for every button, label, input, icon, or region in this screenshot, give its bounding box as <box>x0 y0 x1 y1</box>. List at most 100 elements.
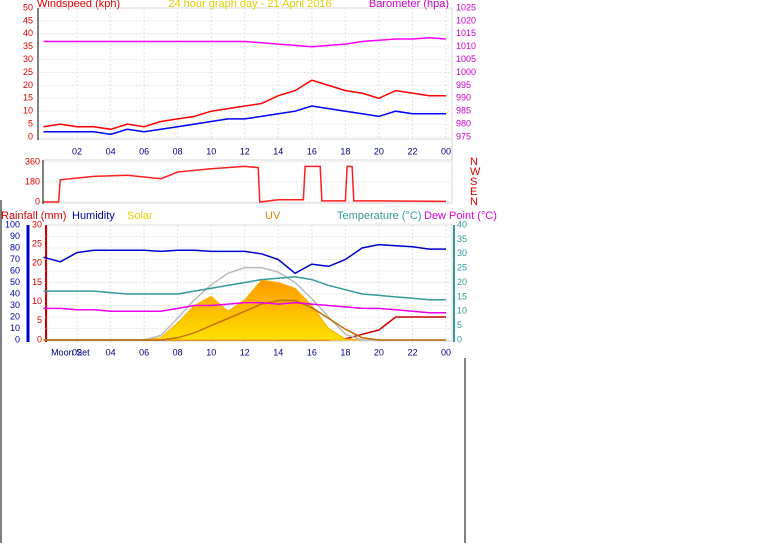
y-tick-label: 50 <box>10 277 20 287</box>
y-tick-label: 1005 <box>456 54 476 64</box>
y-tick-label: 25 <box>23 67 33 77</box>
y-tick-label: 1025 <box>456 2 476 12</box>
series-line <box>43 243 446 275</box>
y-tick-label: 40 <box>10 288 20 298</box>
x-tick-label: 10 <box>206 146 216 156</box>
y-tick-label: 10 <box>32 296 42 306</box>
y-tick-label: 100 <box>5 219 20 229</box>
y-tick-label: 20 <box>32 258 42 268</box>
y-tick-label: 0 <box>37 334 42 344</box>
y-tick-label: 5 <box>457 320 462 330</box>
x-tick-label: 00 <box>441 146 451 156</box>
y-tick-label: 35 <box>457 234 467 244</box>
y-tick-label: 20 <box>457 277 467 287</box>
x-tick-label: 22 <box>407 146 417 156</box>
x-tick-label: 20 <box>374 146 384 156</box>
y-tick-label: 0 <box>28 131 33 141</box>
y-tick-label: 30 <box>32 219 42 229</box>
x-tick-label: 22 <box>407 347 417 357</box>
chart-title: 24 hour graph day - 21 April 2016 <box>168 0 331 10</box>
series-line <box>43 301 446 314</box>
y-tick-label: 0 <box>35 196 40 206</box>
y-tick-label: N <box>470 156 478 168</box>
series-line <box>43 105 446 136</box>
y-tick-label: 985 <box>456 106 471 116</box>
x-tick-label: 08 <box>173 347 183 357</box>
y-tick-label: 15 <box>32 277 42 287</box>
y-tick-label: 15 <box>457 291 467 301</box>
y-tick-label: 5 <box>28 118 33 128</box>
y-tick-label: 40 <box>457 219 467 229</box>
y-tick-label: 90 <box>10 231 20 241</box>
y-tick-label: 30 <box>23 54 33 64</box>
x-tick-label: 14 <box>273 146 283 156</box>
y-tick-label: 10 <box>10 323 20 333</box>
y-tick-label: E <box>470 186 477 198</box>
y-tick-label: 30 <box>457 248 467 258</box>
x-tick-label: 00 <box>441 347 451 357</box>
x-tick-label: 18 <box>340 146 350 156</box>
legend-label: Solar <box>127 210 153 222</box>
x-tick-label: 04 <box>106 347 116 357</box>
y-tick-label: 10 <box>457 306 467 316</box>
y-tick-label: W <box>470 166 481 178</box>
series-line <box>43 299 446 341</box>
series-line <box>43 79 446 131</box>
legend-label: UV <box>265 210 281 222</box>
y-tick-label: 20 <box>23 80 33 90</box>
series-line <box>43 165 447 203</box>
x-tick-label: 06 <box>139 347 149 357</box>
y-tick-label: 45 <box>23 15 33 25</box>
y-tick-label: 20 <box>10 311 20 321</box>
y-axis-label: Windspeed (kph) <box>37 0 120 10</box>
y-tick-label: 990 <box>456 93 471 103</box>
y-tick-label: 50 <box>23 2 33 12</box>
x-tick-label: 08 <box>173 146 183 156</box>
y-tick-label: 1010 <box>456 41 476 51</box>
y-tick-label: 5 <box>37 315 42 325</box>
y-tick-label: 980 <box>456 118 471 128</box>
x-tick-label: 02 <box>72 347 82 357</box>
x-tick-label: 12 <box>240 146 250 156</box>
y-tick-label: 180 <box>25 176 40 186</box>
y-tick-label: 15 <box>23 93 33 103</box>
series-line <box>43 276 446 301</box>
x-tick-label: 20 <box>374 347 384 357</box>
y-tick-label: N <box>470 196 478 208</box>
x-tick-label: 14 <box>273 347 283 357</box>
series-line <box>43 36 447 48</box>
x-tick-label: 02 <box>72 146 82 156</box>
x-tick-label: 16 <box>307 146 317 156</box>
legend-label: Humidity <box>72 210 115 222</box>
annotation: Moon Set <box>51 347 90 357</box>
y-tick-label: 10 <box>23 106 33 116</box>
y-tick-label: 975 <box>456 131 471 141</box>
x-tick-label: 16 <box>307 347 317 357</box>
y-tick-label: 80 <box>10 242 20 252</box>
y-tick-label: 995 <box>456 80 471 90</box>
y-tick-label: 1020 <box>456 15 476 25</box>
y-tick-label: 360 <box>25 156 40 166</box>
y2-axis-label: Barometer (hpa) <box>369 0 449 10</box>
y-tick-label: 1000 <box>456 67 476 77</box>
x-tick-label: 12 <box>240 347 250 357</box>
y-tick-label: 25 <box>32 239 42 249</box>
y-tick-label: 1015 <box>456 28 476 38</box>
y-tick-label: S <box>470 176 477 188</box>
y-tick-label: 0 <box>457 334 462 344</box>
x-tick-label: 06 <box>139 146 149 156</box>
legend-label: Temperature (°C) <box>337 210 421 222</box>
x-tick-label: 18 <box>340 347 350 357</box>
legend-label: Dew Point (°C) <box>424 210 497 222</box>
legend-label: Rainfall (mm) <box>1 210 66 222</box>
x-tick-label: 10 <box>206 347 216 357</box>
y-tick-label: 40 <box>23 28 33 38</box>
y-tick-label: 35 <box>23 41 33 51</box>
x-tick-label: 04 <box>106 146 116 156</box>
y-tick-label: 30 <box>10 300 20 310</box>
y-tick-label: 0 <box>15 334 20 344</box>
y-tick-label: 70 <box>10 254 20 264</box>
y-tick-label: 25 <box>457 263 467 273</box>
y-tick-label: 60 <box>10 265 20 275</box>
